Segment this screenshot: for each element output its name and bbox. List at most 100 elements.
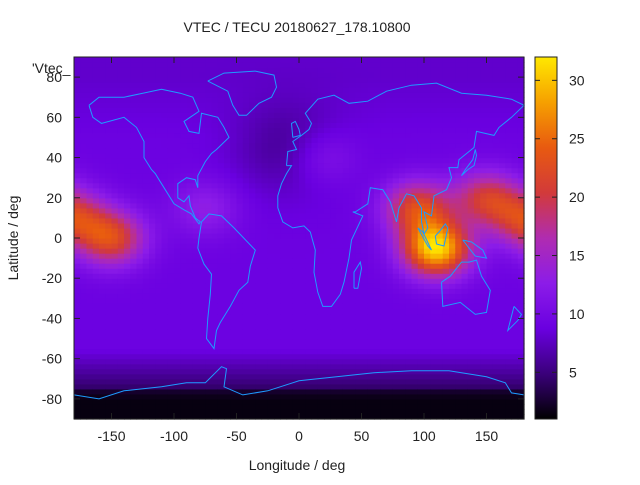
heatmap-cell [380, 132, 388, 139]
heatmap-cell [386, 263, 394, 269]
heatmap-cell [399, 137, 406, 144]
heatmap-cell [374, 313, 381, 320]
heatmap-cell [474, 248, 481, 254]
heatmap-cell [280, 207, 288, 214]
heatmap-cell [199, 268, 206, 274]
heatmap-cell [380, 328, 388, 335]
heatmap-cell [161, 127, 169, 134]
heatmap-cell [130, 373, 138, 380]
heatmap-cell [192, 253, 200, 259]
heatmap-cell [267, 232, 275, 239]
heatmap-cell [117, 268, 125, 274]
heatmap-cell [380, 202, 388, 209]
heatmap-cell [386, 57, 394, 63]
heatmap-cell [367, 212, 375, 219]
heatmap-cell [455, 67, 463, 73]
heatmap-cell [392, 182, 400, 189]
heatmap-cell [130, 142, 138, 149]
heatmap-cell [505, 388, 513, 395]
heatmap-cell [311, 227, 319, 234]
heatmap-cell [174, 303, 181, 309]
heatmap-cell [492, 87, 500, 93]
heatmap-cell [205, 162, 213, 169]
heatmap-cell [224, 268, 231, 274]
heatmap-cell [305, 97, 313, 103]
heatmap-cell [161, 227, 169, 234]
heatmap-cell [374, 107, 381, 113]
heatmap-cell [505, 303, 513, 309]
heatmap-cell [274, 328, 281, 335]
heatmap-cell [267, 283, 275, 289]
heatmap-cell [130, 207, 138, 214]
heatmap-cell [430, 318, 438, 325]
heatmap-cell [192, 293, 200, 299]
heatmap-cell [74, 82, 81, 88]
heatmap-cell [492, 77, 500, 83]
heatmap-cell [105, 107, 113, 113]
heatmap-cell [324, 283, 331, 289]
heatmap-cell [361, 67, 369, 73]
heatmap-cell [436, 283, 444, 289]
heatmap-cell [149, 152, 156, 159]
heatmap-cell [380, 293, 388, 299]
heatmap-cell [449, 258, 456, 264]
heatmap-cell [317, 57, 325, 63]
heatmap-cell [392, 77, 400, 83]
heatmap-cell [211, 388, 219, 395]
heatmap-cell [386, 182, 394, 189]
heatmap-cell [374, 127, 381, 134]
heatmap-cell [80, 122, 88, 128]
heatmap-cell [355, 303, 363, 309]
heatmap-cell [430, 358, 438, 365]
heatmap-cell [130, 147, 138, 154]
heatmap-cell [336, 62, 344, 68]
heatmap-cell [186, 192, 194, 199]
heatmap-cell [142, 122, 150, 128]
heatmap-cell [367, 152, 375, 159]
heatmap-cell [155, 368, 163, 375]
heatmap-cell [411, 172, 419, 179]
heatmap-cell [217, 358, 225, 365]
heatmap-cell [342, 57, 350, 63]
heatmap-cell [255, 167, 263, 174]
heatmap-cell [330, 258, 338, 264]
heatmap-cell [249, 157, 256, 164]
heatmap-cell [324, 192, 331, 199]
heatmap-cell [317, 102, 325, 108]
heatmap-cell [111, 348, 119, 355]
heatmap-cell [136, 368, 144, 375]
heatmap-cell [217, 273, 225, 279]
heatmap-cell [486, 383, 494, 390]
heatmap-cell [342, 378, 350, 385]
heatmap-cell [142, 117, 150, 123]
heatmap-cell [461, 298, 469, 304]
heatmap-cell [142, 358, 150, 365]
heatmap-cell [261, 102, 269, 108]
heatmap-cell [286, 87, 294, 93]
heatmap-cell [199, 373, 206, 380]
heatmap-cell [336, 298, 344, 304]
heatmap-cell [317, 373, 325, 380]
heatmap-cell [255, 72, 263, 78]
heatmap-cell [286, 127, 294, 134]
heatmap-cell [461, 217, 469, 224]
heatmap-cell [417, 273, 425, 279]
heatmap-cell [155, 147, 163, 154]
heatmap-cell [367, 263, 375, 269]
heatmap-cell [455, 278, 463, 284]
heatmap-cell [111, 122, 119, 128]
heatmap-cell [255, 363, 263, 370]
heatmap-cell [461, 232, 469, 239]
heatmap-cell [105, 298, 113, 304]
heatmap-cell [474, 273, 481, 279]
heatmap-cell [349, 278, 356, 284]
heatmap-cell [336, 177, 344, 184]
heatmap-cell [399, 107, 406, 113]
heatmap-cell [217, 197, 225, 204]
heatmap-cell [249, 308, 256, 315]
heatmap-cell [317, 72, 325, 78]
heatmap-cell [392, 222, 400, 229]
heatmap-cell [124, 77, 131, 83]
heatmap-cell [455, 127, 463, 134]
heatmap-cell [417, 328, 425, 335]
